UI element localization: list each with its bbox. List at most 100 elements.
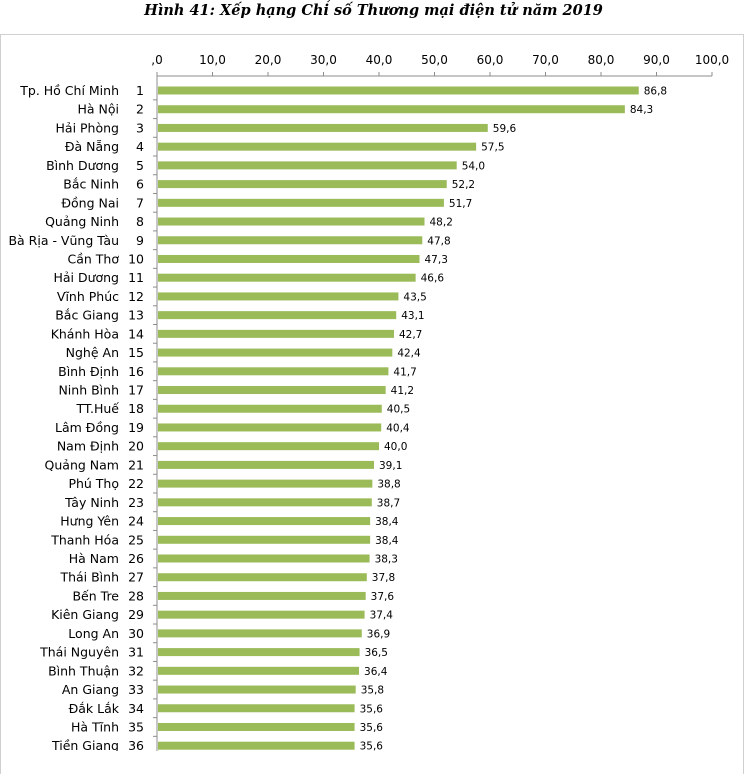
category-label: Tp. Hồ Chí Minh <box>19 83 119 98</box>
category-label: Thái Nguyên <box>39 645 119 660</box>
data-label: 47,3 <box>425 254 448 266</box>
bar <box>158 161 457 170</box>
rank-label: 16 <box>128 364 144 379</box>
bar <box>158 254 420 263</box>
data-label: 35,6 <box>360 741 384 751</box>
rank-label: 18 <box>128 401 144 416</box>
category-label: Tây Ninh <box>64 495 119 510</box>
rank-label: 33 <box>128 682 144 697</box>
data-label: 36,4 <box>364 666 388 678</box>
bar <box>158 348 393 357</box>
data-label: 40,4 <box>386 422 410 434</box>
data-label: 43,1 <box>401 310 424 322</box>
category-label: Ninh Bình <box>58 383 119 398</box>
rank-label: 6 <box>136 177 144 192</box>
bar <box>158 292 399 301</box>
data-label: 38,3 <box>375 554 398 566</box>
rank-label: 1 <box>136 83 144 98</box>
bar <box>158 554 370 563</box>
data-label: 86,8 <box>644 86 667 98</box>
category-label: Hà Tĩnh <box>71 719 119 734</box>
rank-label: 35 <box>128 719 144 734</box>
category-label: Bình Định <box>58 364 119 379</box>
bar <box>158 460 375 469</box>
rank-label: 11 <box>128 270 144 285</box>
data-label: 41,2 <box>391 385 414 397</box>
rank-label: 31 <box>128 645 144 660</box>
x-tick-label: 80,0 <box>588 53 615 67</box>
bar <box>158 666 360 675</box>
rank-label: 28 <box>128 588 144 603</box>
category-label: Kiên Giang <box>51 607 119 622</box>
data-label: 35,8 <box>361 685 384 697</box>
data-label: 59,6 <box>493 123 517 135</box>
x-tick-label: 60,0 <box>477 53 504 67</box>
x-tick-label: 10,0 <box>199 53 226 67</box>
bar <box>158 629 362 638</box>
data-label: 43,5 <box>403 291 426 303</box>
data-label: 54,0 <box>462 160 485 172</box>
data-label: 40,0 <box>384 441 407 453</box>
category-label: Thanh Hóa <box>50 532 119 547</box>
rank-label: 15 <box>128 345 144 360</box>
category-label: TT.Huế <box>75 401 119 416</box>
bar <box>158 386 386 395</box>
category-label: Cần Thơ <box>68 251 120 266</box>
data-label: 52,2 <box>452 179 475 191</box>
data-label: 38,4 <box>375 535 399 547</box>
rank-label: 23 <box>128 495 144 510</box>
rank-label: 20 <box>128 439 144 454</box>
category-label: Quảng Nam <box>45 457 119 472</box>
bar <box>158 479 373 488</box>
bar <box>158 648 360 657</box>
bar <box>158 311 397 320</box>
category-label: Tiền Giang <box>51 738 119 751</box>
category-label: Bà Rịa - Vũng Tàu <box>8 233 119 248</box>
bar <box>158 198 444 207</box>
rank-label: 25 <box>128 532 144 547</box>
data-label: 40,5 <box>387 404 410 416</box>
bar <box>158 741 355 750</box>
x-tick-label: 30,0 <box>310 53 337 67</box>
rank-label: 3 <box>136 120 144 135</box>
data-label: 36,9 <box>367 628 390 640</box>
rank-label: 10 <box>128 251 144 266</box>
bar-chart: ,0 10,0 20,0 30,0 40,0 50,0 60,0 70,0 80,0 90,0 10… <box>8 53 729 751</box>
bar <box>158 685 356 694</box>
rank-label: 24 <box>128 514 144 529</box>
category-label: Bình Dương <box>46 158 119 173</box>
data-label: 51,7 <box>449 198 472 210</box>
data-label: 38,4 <box>375 516 399 528</box>
data-label: 42,7 <box>399 329 422 341</box>
category-label: Bình Thuận <box>48 663 119 678</box>
bar <box>158 498 372 507</box>
data-label: 35,6 <box>360 703 384 715</box>
bar <box>158 86 639 95</box>
x-tick-label: 100,0 <box>695 53 729 67</box>
category-label: Hà Nam <box>69 551 119 566</box>
rank-label: 26 <box>128 551 144 566</box>
category-label: Khánh Hòa <box>51 326 119 341</box>
category-label: Thái Bình <box>59 570 119 585</box>
bar <box>158 105 625 114</box>
bar <box>158 123 488 132</box>
rank-label: 17 <box>128 383 144 398</box>
bar <box>158 367 389 376</box>
bar <box>158 180 447 189</box>
category-label: Hải Phòng <box>56 120 119 135</box>
category-label: Long An <box>68 626 119 641</box>
x-tick-label: 40,0 <box>366 53 393 67</box>
data-label: 84,3 <box>630 104 653 116</box>
bar <box>158 591 366 600</box>
bar <box>158 535 371 544</box>
data-label: 46,6 <box>421 273 445 285</box>
bar <box>158 236 423 245</box>
category-label: Đồng Nai <box>61 195 119 210</box>
data-label: 47,8 <box>427 235 450 247</box>
x-tick-label: 70,0 <box>532 53 559 67</box>
bar <box>158 573 367 582</box>
bar <box>158 517 371 526</box>
category-label: Đắk Lắk <box>69 701 120 716</box>
data-label: 39,1 <box>379 460 402 472</box>
data-label: 38,7 <box>377 497 400 509</box>
